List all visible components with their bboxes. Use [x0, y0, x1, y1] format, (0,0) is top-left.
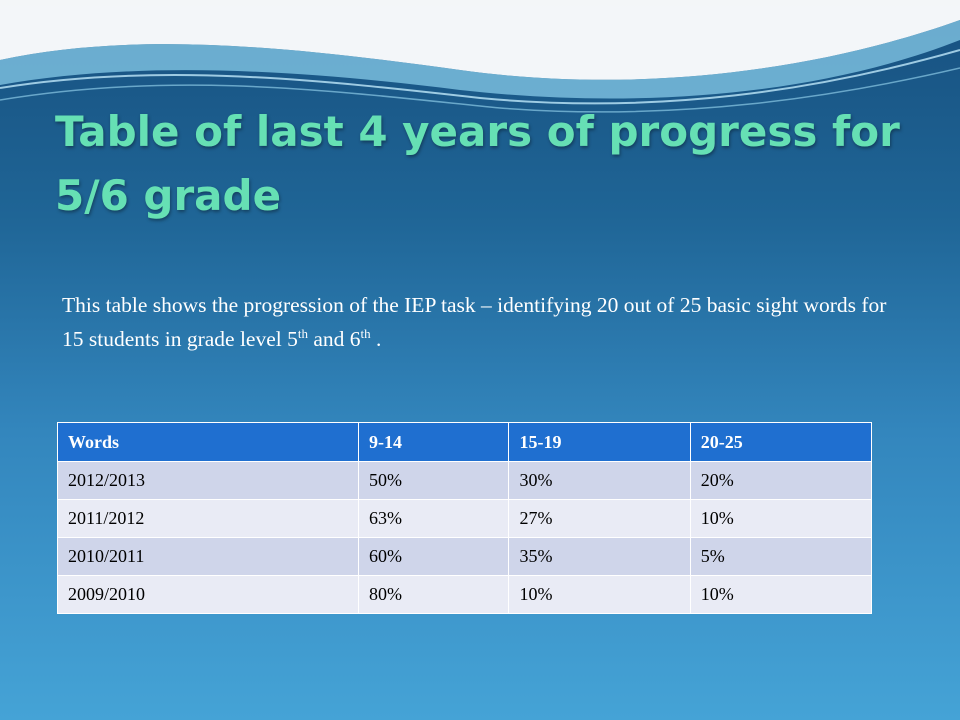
body-text: This table shows the progression of the …: [62, 288, 892, 356]
header-cell: 20-25: [689, 422, 873, 462]
text: .: [370, 327, 382, 351]
wave-decoration: [0, 0, 960, 113]
table-cell: 5%: [689, 537, 873, 576]
table-row: 2011/2012 63% 27% 10%: [57, 499, 873, 538]
table-cell: 2010/2011: [57, 537, 359, 576]
table-cell: 50%: [357, 461, 510, 500]
table-cell: 10%: [689, 575, 873, 614]
table-row: 2009/2010 80% 10% 10%: [57, 575, 873, 614]
table-cell: 10%: [689, 499, 873, 538]
table-cell: 2011/2012: [57, 499, 359, 538]
table-cell: 80%: [357, 575, 510, 614]
table-cell: 60%: [357, 537, 510, 576]
table-cell: 27%: [508, 499, 691, 538]
table-row: 2012/2013 50% 30% 20%: [57, 461, 873, 500]
table-cell: 30%: [508, 461, 691, 500]
superscript: th: [360, 325, 371, 341]
table-cell: 35%: [508, 537, 691, 576]
text: This table shows the progression of the …: [62, 293, 887, 351]
text: and 6: [307, 327, 361, 351]
table-cell: 63%: [357, 499, 510, 538]
superscript: th: [297, 325, 308, 341]
table-cell: 2009/2010: [57, 575, 359, 614]
table-cell: 10%: [508, 575, 691, 614]
progress-table: Words 9-14 15-19 20-25 2012/2013 50% 30% 20% 20…: [57, 422, 873, 614]
header-cell: 15-19: [508, 422, 691, 462]
header-row: Words 9-14 15-19 20-25: [57, 422, 873, 462]
header-cell: Words: [57, 422, 359, 462]
slide-title: Table of last 4 years of progress for 5/…: [55, 107, 900, 220]
table-cell: 20%: [689, 461, 873, 500]
table-cell: 2012/2013: [57, 461, 359, 500]
header-cell: 9-14: [357, 422, 510, 462]
table-row: 2010/2011 60% 35% 5%: [57, 537, 873, 576]
